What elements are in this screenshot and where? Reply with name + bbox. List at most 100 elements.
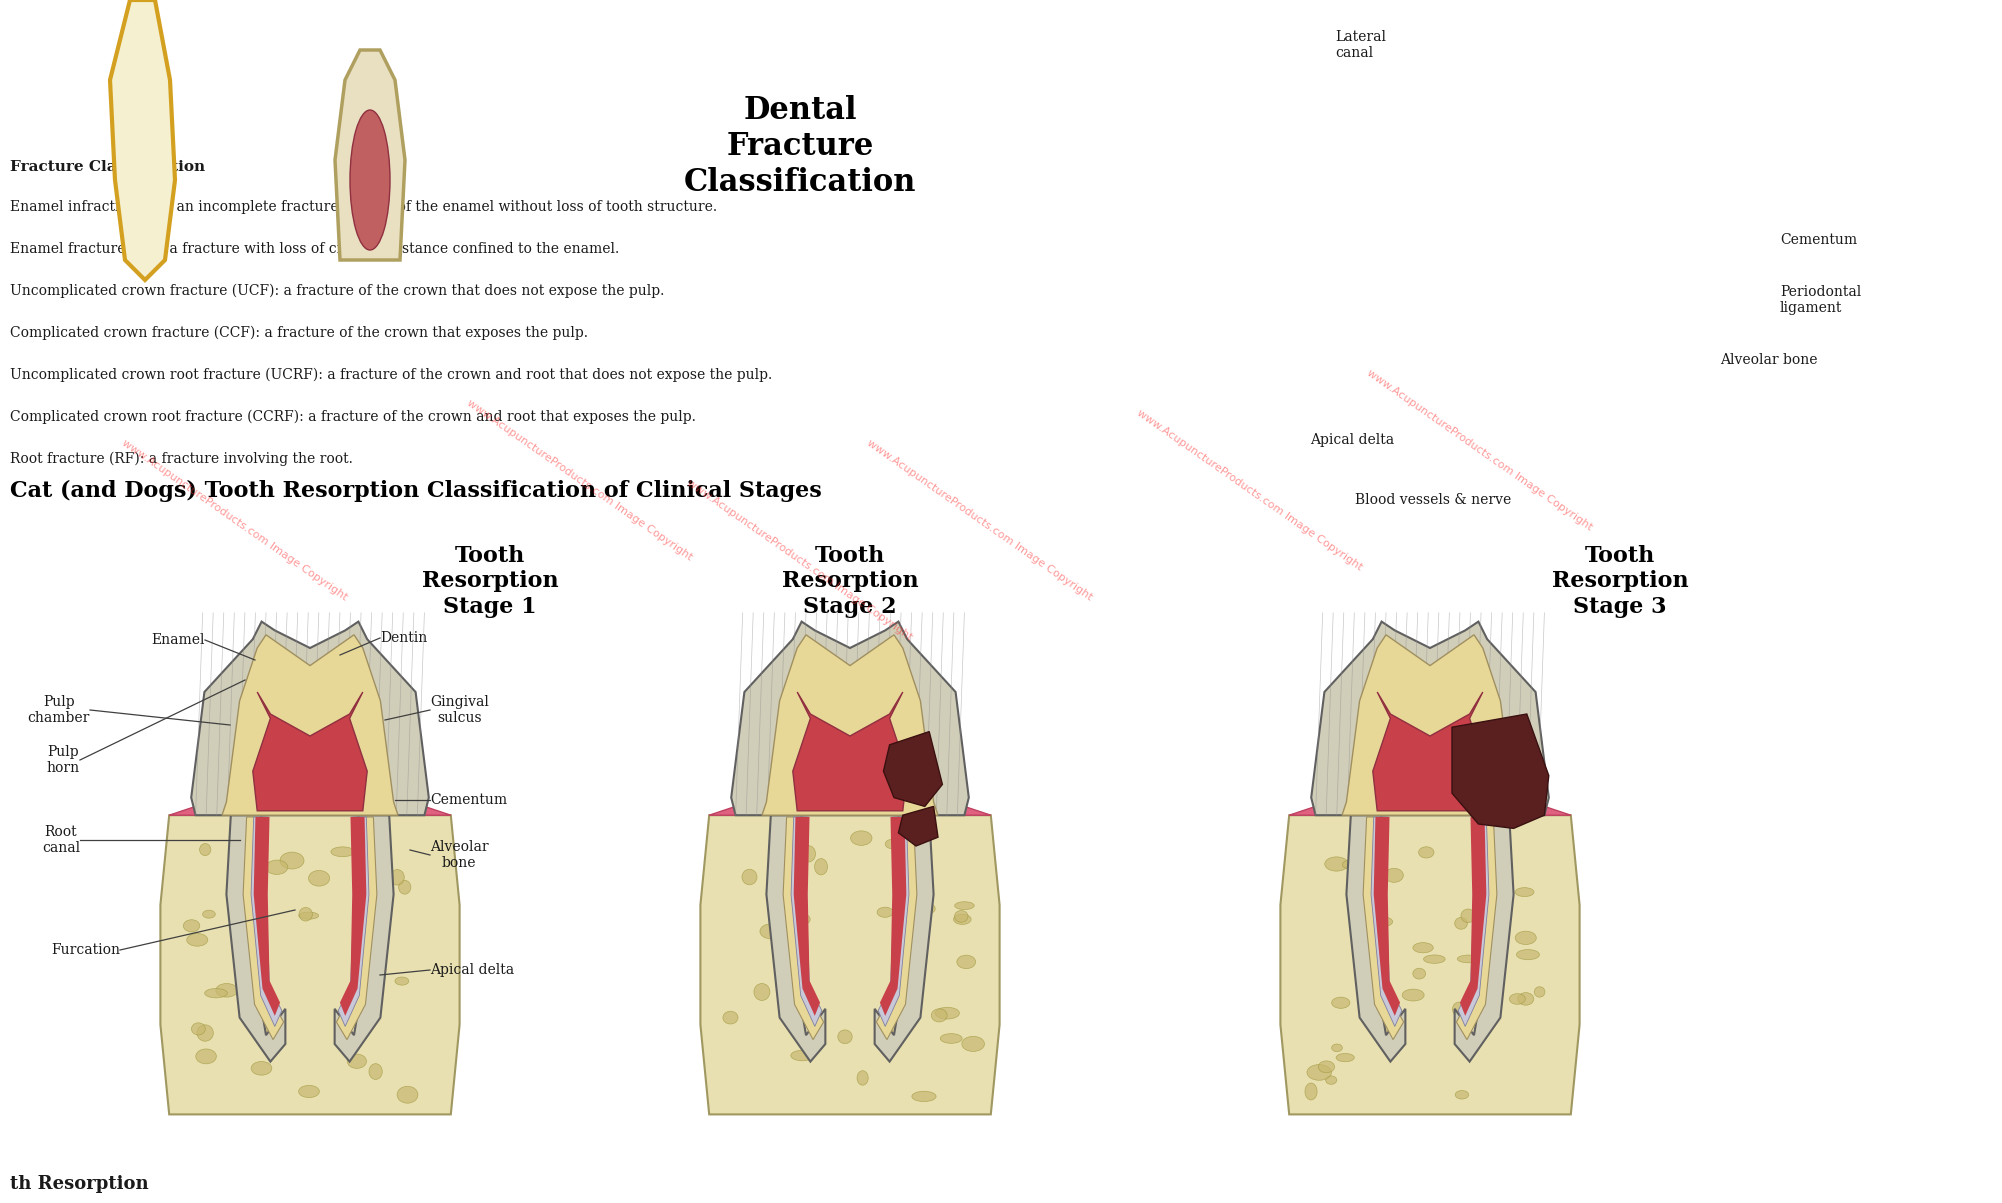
Ellipse shape — [755, 984, 771, 1001]
Text: Enamel infraction (EI): an incomplete fracture (crack) of the enamel without los: Enamel infraction (EI): an incomplete fr… — [10, 200, 717, 214]
Ellipse shape — [909, 826, 925, 841]
Text: www.AcupunctureProducts.com Image Copyright: www.AcupunctureProducts.com Image Copyri… — [464, 398, 695, 562]
Ellipse shape — [1423, 955, 1445, 964]
Ellipse shape — [390, 870, 404, 885]
Ellipse shape — [350, 109, 390, 250]
Ellipse shape — [1518, 992, 1534, 1006]
Ellipse shape — [192, 1023, 206, 1035]
Text: www.AcupunctureProducts.com Image Copyright: www.AcupunctureProducts.com Image Copyri… — [865, 438, 1095, 603]
Polygon shape — [1311, 622, 1550, 816]
Ellipse shape — [1317, 1061, 1335, 1073]
Polygon shape — [222, 635, 398, 816]
Ellipse shape — [186, 934, 208, 947]
Text: www.AcupunctureProducts.com Image Copyright: www.AcupunctureProducts.com Image Copyri… — [120, 438, 350, 603]
Ellipse shape — [761, 924, 783, 938]
Text: Alveolar bone: Alveolar bone — [1720, 352, 1818, 367]
Ellipse shape — [1343, 860, 1353, 869]
Text: Fracture Classification: Fracture Classification — [10, 160, 204, 174]
Polygon shape — [336, 817, 376, 1039]
Text: Cementum: Cementum — [1780, 233, 1858, 247]
Ellipse shape — [1455, 918, 1467, 929]
Text: Uncomplicated crown fracture (UCF): a fracture of the crown that does not expose: Uncomplicated crown fracture (UCF): a fr… — [10, 284, 665, 298]
Polygon shape — [1455, 817, 1497, 1039]
Polygon shape — [1371, 817, 1401, 1026]
Ellipse shape — [911, 1091, 937, 1102]
Text: Lateral
canal: Lateral canal — [1335, 30, 1385, 60]
Ellipse shape — [1307, 1065, 1331, 1080]
Ellipse shape — [1401, 989, 1423, 1001]
Text: Pulp
horn: Pulp horn — [46, 745, 80, 775]
Text: Blood vessels & nerve: Blood vessels & nerve — [1355, 493, 1512, 506]
Polygon shape — [1459, 817, 1485, 1015]
Ellipse shape — [1510, 994, 1526, 1005]
Ellipse shape — [955, 911, 969, 923]
Ellipse shape — [837, 1030, 853, 1044]
Polygon shape — [881, 817, 907, 1015]
Text: Complicated crown root fracture (CCRF): a fracture of the crown and root that ex: Complicated crown root fracture (CCRF): … — [10, 410, 697, 425]
Polygon shape — [877, 817, 917, 1039]
Ellipse shape — [923, 903, 935, 913]
Ellipse shape — [857, 1071, 869, 1085]
Ellipse shape — [931, 1009, 947, 1021]
Polygon shape — [1347, 816, 1405, 1061]
Text: Dental
Fracture
Classification: Dental Fracture Classification — [685, 95, 917, 197]
Ellipse shape — [1385, 869, 1403, 882]
Text: Furcation: Furcation — [50, 943, 120, 958]
Polygon shape — [160, 816, 460, 1114]
Ellipse shape — [1375, 1021, 1393, 1037]
Text: Cementum: Cementum — [430, 793, 507, 807]
Text: Enamel fracture (EF): a fracture with loss of crown substance confined to the en: Enamel fracture (EF): a fracture with lo… — [10, 242, 619, 256]
Ellipse shape — [723, 1012, 739, 1024]
Ellipse shape — [1325, 1075, 1337, 1084]
Text: Apical delta: Apical delta — [430, 962, 515, 977]
Polygon shape — [226, 816, 286, 1061]
Ellipse shape — [394, 977, 408, 985]
Polygon shape — [338, 817, 368, 1026]
Text: Alveolar
bone: Alveolar bone — [430, 840, 488, 870]
Ellipse shape — [1516, 931, 1536, 944]
Ellipse shape — [955, 902, 975, 909]
Ellipse shape — [196, 1049, 216, 1063]
Text: Pulp
chamber: Pulp chamber — [28, 695, 90, 725]
Text: Cat (and Dogs) Tooth Resorption Classification of Clinical Stages: Cat (and Dogs) Tooth Resorption Classifi… — [10, 480, 821, 502]
Ellipse shape — [795, 914, 811, 925]
Text: Apical delta: Apical delta — [1309, 433, 1393, 448]
Ellipse shape — [743, 870, 757, 884]
Ellipse shape — [885, 840, 901, 849]
Ellipse shape — [887, 1002, 907, 1018]
Ellipse shape — [893, 1005, 915, 1015]
Polygon shape — [763, 635, 939, 816]
Ellipse shape — [330, 847, 354, 857]
Ellipse shape — [935, 1007, 959, 1019]
Ellipse shape — [1331, 997, 1349, 1008]
Ellipse shape — [202, 911, 216, 918]
Polygon shape — [767, 816, 825, 1061]
Polygon shape — [334, 51, 404, 260]
Polygon shape — [340, 817, 366, 1015]
Polygon shape — [875, 816, 933, 1061]
Ellipse shape — [801, 846, 815, 863]
Ellipse shape — [1371, 917, 1393, 926]
Polygon shape — [242, 817, 284, 1039]
Text: Root fracture (RF): a fracture involving the root.: Root fracture (RF): a fracture involving… — [10, 452, 352, 467]
Ellipse shape — [1305, 1083, 1317, 1100]
Ellipse shape — [797, 934, 807, 942]
Polygon shape — [731, 622, 969, 816]
Ellipse shape — [791, 1050, 815, 1061]
Ellipse shape — [280, 852, 304, 869]
Polygon shape — [793, 817, 821, 1015]
Ellipse shape — [1534, 986, 1546, 997]
Ellipse shape — [953, 914, 971, 924]
Ellipse shape — [266, 860, 288, 875]
Ellipse shape — [256, 1029, 274, 1045]
Text: Periodontal
ligament: Periodontal ligament — [1780, 285, 1862, 315]
Ellipse shape — [216, 984, 238, 997]
Ellipse shape — [1455, 1090, 1469, 1100]
Polygon shape — [783, 817, 823, 1039]
Ellipse shape — [398, 881, 410, 894]
Text: Tooth
Resorption
Stage 2: Tooth Resorption Stage 2 — [781, 545, 919, 618]
Polygon shape — [701, 816, 999, 1114]
Text: Complicated crown fracture (CCF): a fracture of the crown that exposes the pulp.: Complicated crown fracture (CCF): a frac… — [10, 326, 589, 340]
Ellipse shape — [1419, 847, 1433, 858]
Polygon shape — [1341, 635, 1518, 816]
